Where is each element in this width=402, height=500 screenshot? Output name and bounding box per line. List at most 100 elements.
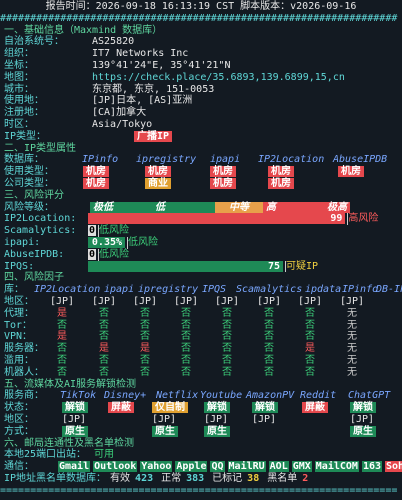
usage-badge: 机房 <box>338 166 364 178</box>
field-label: IP类型： <box>4 130 47 142</box>
line: Scamalytics: 0 低风险 <box>0 225 402 237</box>
line: 服务器： 否 是 是 否 否 否 是 无 <box>0 343 402 355</box>
ip-type-badge: 广播IP <box>134 130 173 142</box>
field-label: 方式： <box>4 425 34 437</box>
factor-value: 否 <box>181 355 191 366</box>
factor-value: 否 <box>264 355 274 366</box>
field-label: 状态： <box>4 402 34 414</box>
factor-value: 否 <box>222 307 232 319</box>
blacklist-label: 已标记 <box>212 473 243 484</box>
port-status: 可用 <box>94 449 114 461</box>
line: 地图： https://check.place/35.6893,139.6899,… <box>0 72 402 84</box>
factor-value: 否 <box>222 331 232 343</box>
service-name: Reddit <box>300 390 337 402</box>
region: [JP] <box>298 296 323 307</box>
factor-value: 是 <box>99 343 109 355</box>
report-header: 报告时间：2026-09-18 16:13:19 CST 脚本版本：v2026-… <box>45 1 357 12</box>
risk-level: 中等 <box>215 201 263 213</box>
field-label: 组织： <box>4 48 34 60</box>
line: 服务商： TikTok Disney+ Netflix Youtube AmazonPV R… <box>0 390 402 402</box>
mail-badge: 163 <box>361 461 382 473</box>
factor-value: 否 <box>140 319 150 331</box>
field-label: 数据库： <box>4 154 44 166</box>
line: ========================================… <box>0 485 402 497</box>
score-bar <box>88 237 89 248</box>
field-label: 城市： <box>4 83 34 95</box>
factor-value: 否 <box>140 355 150 366</box>
risk-level: 极高 <box>305 201 350 213</box>
score-name: ipapi: <box>4 237 41 248</box>
factor-value: 否 <box>57 355 67 366</box>
factor-name: 滥用： <box>4 355 34 366</box>
factor-value: 否 <box>305 319 315 331</box>
line: 六、邮局连通性及黑名单检测 <box>0 438 402 450</box>
score-verdict: 低风险 <box>127 237 159 249</box>
section-title: 四、风险因子 <box>4 272 64 284</box>
factor-value: 无 <box>347 366 357 378</box>
factor-value: 否 <box>305 331 315 343</box>
factor-name: 机器人： <box>4 366 44 378</box>
lib-name: ipdata <box>305 284 342 296</box>
company-badge: 机房 <box>268 178 294 189</box>
line: 注册地： [CA]加拿大 <box>0 107 402 119</box>
score-name: IPQS: <box>4 260 35 272</box>
status-badge: 解锁 <box>204 402 230 414</box>
field-value: IT7 Networks Inc <box>92 48 189 60</box>
usage-badge: 机房 <box>145 166 171 178</box>
db-name: ipapi <box>210 154 241 166</box>
factor-value: 否 <box>222 355 232 366</box>
db-name: IPinfo <box>82 154 119 166</box>
score-verdict: 低风险 <box>98 248 130 261</box>
mail-badge: Yahoo <box>140 461 173 473</box>
line: IP类型： 广播IP <box>0 130 402 143</box>
field-label: 时区： <box>4 119 34 130</box>
factor-value: 否 <box>264 319 274 331</box>
risk-level: 高 <box>263 201 305 213</box>
score-value: 0 <box>88 225 97 237</box>
factor-value: 是 <box>57 331 67 343</box>
section-title: 五、流媒体及AI服务解锁检测 <box>4 378 137 390</box>
section-title: 三、风险评分 <box>4 189 64 201</box>
blacklist-count: 383 <box>186 473 205 484</box>
status-badge: 屏蔽 <box>302 402 328 414</box>
line: 本地25端口出站： 可用 <box>0 449 402 461</box>
service-name: TikTok <box>60 390 97 402</box>
mail-badge: AOL <box>268 461 289 473</box>
line: ipapi: 0.35% 低风险 <box>0 237 402 249</box>
factor-value: 否 <box>57 319 67 331</box>
field-label: 自治系统号： <box>4 36 64 48</box>
status-badge: 仅自制 <box>152 402 188 414</box>
factor-value: 否 <box>222 366 232 378</box>
factor-value: 否 <box>264 366 274 378</box>
factor-value: 否 <box>181 331 191 343</box>
factor-value: 否 <box>99 366 109 378</box>
blacklist-count: 423 <box>135 473 154 484</box>
db-name: ipregistry <box>136 154 197 166</box>
company-badge: 机房 <box>210 178 236 189</box>
field-label: 坐标： <box>4 60 34 71</box>
line: 通信： Gmail Outlook Yahoo Apple QQ MailRU AOL GMX M… <box>0 461 402 473</box>
line: 滥用： 否 否 否 否 否 否 否 无 <box>0 355 402 367</box>
field-label: 服务商： <box>4 390 44 402</box>
factor-value: 否 <box>99 331 109 343</box>
line: 时区： Asia/Tokyo <box>0 119 402 131</box>
factor-name: 服务器： <box>4 343 44 355</box>
field-label: 注册地： <box>4 107 44 119</box>
line: 五、流媒体及AI服务解锁检测 <box>0 379 402 391</box>
field-value: Asia/Tokyo <box>92 119 153 130</box>
factor-value: 否 <box>264 343 274 355</box>
mail-badge: Outlook <box>93 461 138 473</box>
line: 三、风险评分 <box>0 190 402 202</box>
factor-value: 否 <box>99 307 109 319</box>
line: IPQS: 75 可疑IP <box>0 260 402 273</box>
divider: ########################################… <box>0 12 398 24</box>
line: 坐标： 139°41'24"E, 35°41'21"N <box>0 60 402 72</box>
field-label: 本地25端口出站： <box>4 449 87 461</box>
factor-value: 否 <box>181 343 191 355</box>
factor-value: 否 <box>140 331 150 343</box>
region: [JP] <box>340 296 365 307</box>
field-value: [JP]日本, [AS]亚洲 <box>92 95 193 107</box>
line: AbuseIPDB: 0 低风险 <box>0 248 402 261</box>
service-name: ChatGPT <box>348 390 391 402</box>
service-name: AmazonPV <box>246 390 295 402</box>
